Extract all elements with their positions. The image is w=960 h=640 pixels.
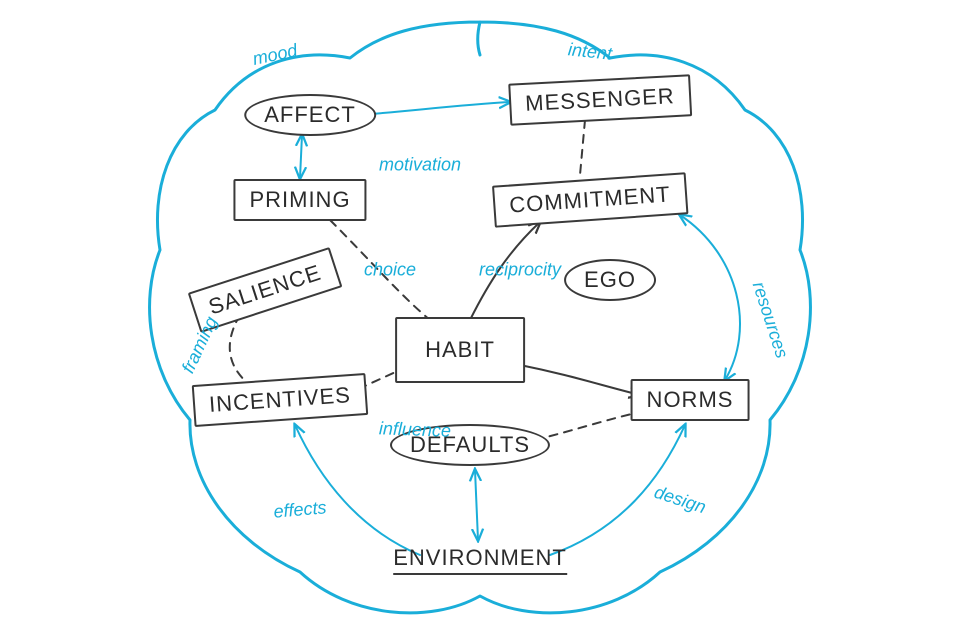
label-reciprocity: reciprocity <box>479 260 561 281</box>
label-resources: resources <box>748 279 792 361</box>
edge-messenger-commitment <box>580 120 585 175</box>
node-affect: AFFECT <box>244 94 376 136</box>
edge-env-defaults <box>475 470 478 540</box>
node-ego: EGO <box>564 259 656 301</box>
label-choice: choice <box>364 260 416 281</box>
node-messenger: MESSENGER <box>508 74 692 125</box>
node-habit: HABIT <box>395 317 525 383</box>
label-effects: effects <box>273 497 328 523</box>
label-influence: influence <box>379 418 452 442</box>
edge-habit-norms <box>520 365 640 395</box>
node-environment: ENVIRONMENT <box>393 545 567 575</box>
edge-affect-messenger <box>360 102 510 115</box>
node-commitment: COMMITMENT <box>492 172 688 227</box>
diagram-stage: AFFECTMESSENGERPRIMINGCOMMITMENTSALIENCE… <box>0 0 960 640</box>
edge-defaults-norms <box>535 412 640 440</box>
label-intent: intent <box>567 39 613 64</box>
label-design: design <box>652 482 709 518</box>
label-framing: framing <box>178 313 222 376</box>
label-mood: mood <box>251 40 299 70</box>
node-incentives: INCENTIVES <box>192 373 369 427</box>
edge-commitment-norms <box>680 215 740 380</box>
node-priming: PRIMING <box>233 179 366 221</box>
edge-affect-priming <box>300 135 302 178</box>
label-motivation: motivation <box>379 155 461 176</box>
edge-salience-incentives <box>230 315 250 385</box>
node-norms: NORMS <box>631 379 750 421</box>
